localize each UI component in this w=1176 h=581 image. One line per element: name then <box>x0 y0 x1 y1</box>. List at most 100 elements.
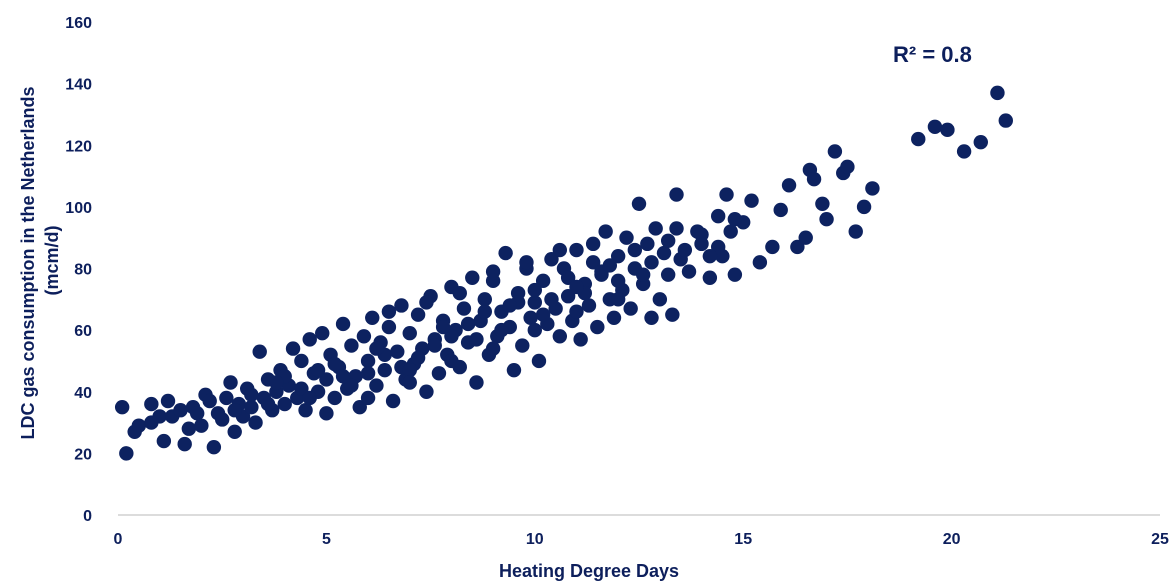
data-point <box>298 403 313 418</box>
data-point <box>498 245 513 261</box>
data-point <box>419 295 434 310</box>
data-point <box>381 319 397 335</box>
data-point <box>356 329 372 344</box>
data-point <box>602 258 618 273</box>
data-point <box>819 212 834 227</box>
data-point <box>114 399 130 415</box>
data-point <box>631 196 647 211</box>
data-point <box>606 310 622 325</box>
data-point <box>402 375 417 390</box>
data-point <box>477 292 492 307</box>
data-point <box>152 409 167 424</box>
data-point <box>302 390 317 406</box>
data-point <box>544 292 559 307</box>
data-point <box>244 399 259 415</box>
data-point <box>619 230 634 245</box>
data-point <box>431 366 447 381</box>
data-point <box>173 403 188 418</box>
data-point <box>194 418 209 433</box>
data-point <box>456 301 472 316</box>
data-point <box>444 353 459 369</box>
data-point <box>694 227 709 242</box>
data-point <box>181 421 197 436</box>
data-point <box>252 344 267 359</box>
data-point <box>319 372 334 387</box>
data-point <box>635 267 651 282</box>
data-point <box>656 245 672 261</box>
data-point <box>798 230 813 245</box>
data-point <box>927 119 943 134</box>
data-point <box>294 353 309 369</box>
data-point <box>219 390 234 406</box>
data-point <box>560 289 576 304</box>
data-point <box>285 341 301 356</box>
data-point <box>827 144 843 159</box>
data-point <box>465 270 480 285</box>
data-point <box>623 301 638 316</box>
data-point <box>344 378 359 393</box>
data-point <box>515 338 530 353</box>
data-point <box>590 319 605 335</box>
y-tick-label: 100 <box>65 200 92 217</box>
data-point <box>727 212 743 227</box>
data-point <box>940 122 955 138</box>
data-point <box>856 199 872 215</box>
data-point <box>723 224 738 239</box>
data-point <box>669 187 684 202</box>
data-point <box>494 322 509 338</box>
data-point <box>519 255 534 270</box>
data-point <box>377 362 392 378</box>
y-axis-title-line-1: LDC gas consumption in the Netherlands <box>18 86 38 439</box>
data-point <box>840 159 855 175</box>
data-point <box>773 202 788 218</box>
data-point <box>911 131 926 147</box>
data-point <box>506 362 522 378</box>
y-axis-ticks: 0 20 40 60 80 100 120 140 160 <box>65 15 92 525</box>
data-point <box>710 208 726 224</box>
y-tick-label: 120 <box>65 138 92 155</box>
data-point <box>119 446 134 461</box>
data-point <box>552 329 568 344</box>
data-point <box>227 424 242 440</box>
data-point <box>660 233 676 248</box>
data-point <box>402 326 417 341</box>
data-point <box>177 436 192 452</box>
data-point <box>815 196 830 211</box>
data-point <box>294 381 309 396</box>
data-point <box>277 396 292 412</box>
data-point <box>669 221 684 236</box>
y-tick-label: 20 <box>74 446 92 463</box>
data-point <box>627 242 643 258</box>
data-point <box>410 350 426 366</box>
data-point <box>990 85 1005 101</box>
data-point <box>477 304 492 319</box>
data-point <box>248 415 263 430</box>
data-point <box>310 362 326 378</box>
data-point <box>956 144 972 159</box>
r-squared-annotation: R² = 0.8 <box>893 42 972 67</box>
x-tick-label: 20 <box>943 531 961 548</box>
data-point <box>435 319 451 335</box>
data-point <box>365 310 380 325</box>
data-point <box>610 292 626 307</box>
data-point <box>527 295 542 310</box>
data-point <box>327 356 342 372</box>
data-point <box>719 187 734 202</box>
data-point <box>202 393 217 409</box>
y-tick-label: 160 <box>65 15 92 32</box>
data-point <box>585 255 601 270</box>
y-tick-label: 0 <box>83 508 92 525</box>
data-point <box>702 248 718 264</box>
data-point <box>369 341 384 356</box>
data-point <box>385 393 401 409</box>
data-point <box>610 273 626 289</box>
data-point <box>469 332 484 347</box>
data-point <box>360 366 376 381</box>
data-point <box>790 239 805 255</box>
data-point <box>569 304 584 319</box>
data-point <box>560 270 576 285</box>
data-point <box>360 353 376 369</box>
data-point <box>998 113 1013 128</box>
data-point <box>569 242 584 258</box>
